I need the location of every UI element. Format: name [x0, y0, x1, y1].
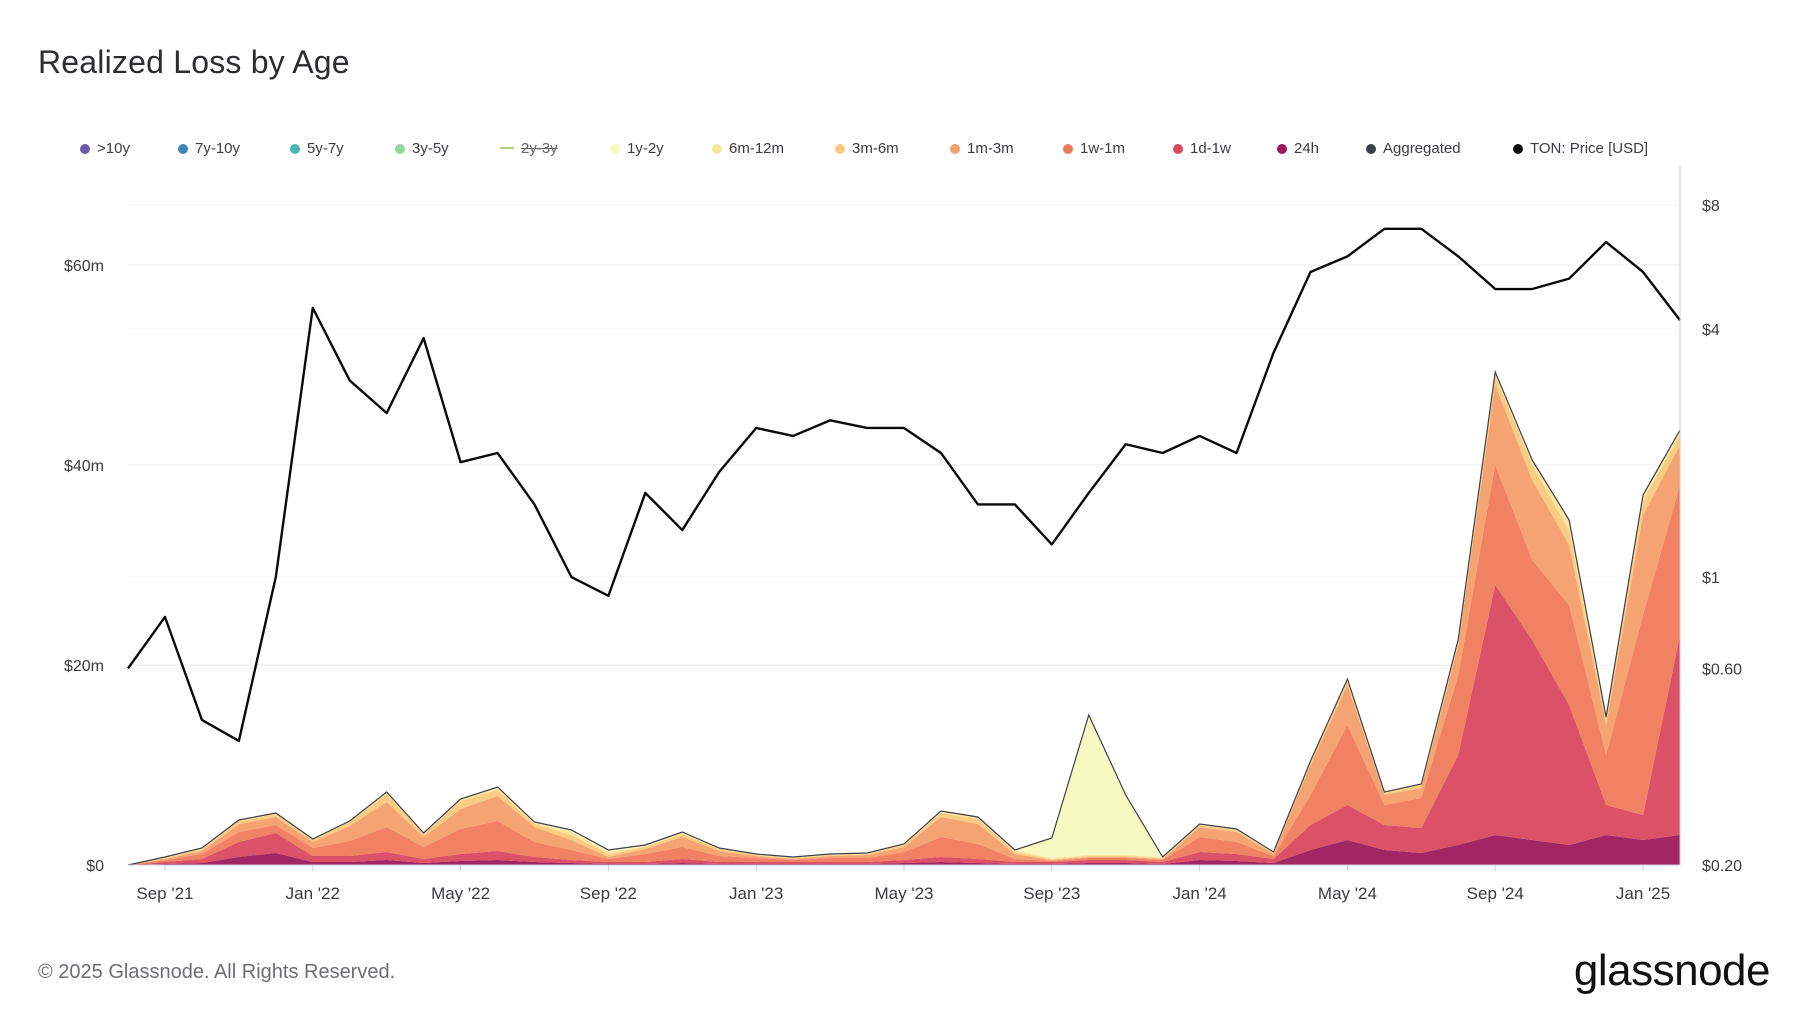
y-tick-right: $0.60 — [1702, 661, 1742, 678]
chart-canvas: $0 $20m $40m $60m $0.20 $0.60 $1 $4 $8 Sep '21 Jan… — [0, 0, 1800, 1013]
x-tick-label: Sep '24 — [1467, 884, 1524, 903]
x-tick-label: May '24 — [1318, 884, 1377, 903]
price-line — [128, 229, 1680, 741]
y-tick-right: $1 — [1702, 570, 1720, 587]
copyright: © 2025 Glassnode. All Rights Reserved. — [38, 961, 395, 984]
x-tick-label: Sep '23 — [1023, 884, 1080, 903]
y-tick-right: $0.20 — [1702, 858, 1742, 875]
x-tick-label: May '22 — [431, 884, 490, 903]
x-tick-label: May '23 — [875, 884, 934, 903]
y-tick-left: $20m — [64, 658, 104, 675]
x-tick-label: Jan '22 — [286, 884, 340, 903]
y-tick-left: $0 — [86, 858, 104, 875]
x-tick-label: Jan '23 — [729, 884, 783, 903]
x-tick-label: Sep '22 — [580, 884, 637, 903]
y-tick-left: $60m — [64, 258, 104, 275]
x-tick-label: Jan '24 — [1172, 884, 1226, 903]
y-tick-left: $40m — [64, 458, 104, 475]
x-tick-label: Sep '21 — [136, 884, 193, 903]
x-tick-label: Jan '25 — [1616, 884, 1670, 903]
glassnode-logo: glassnode — [1574, 946, 1770, 996]
y-tick-right: $8 — [1702, 198, 1720, 215]
y-tick-right: $4 — [1702, 322, 1720, 339]
